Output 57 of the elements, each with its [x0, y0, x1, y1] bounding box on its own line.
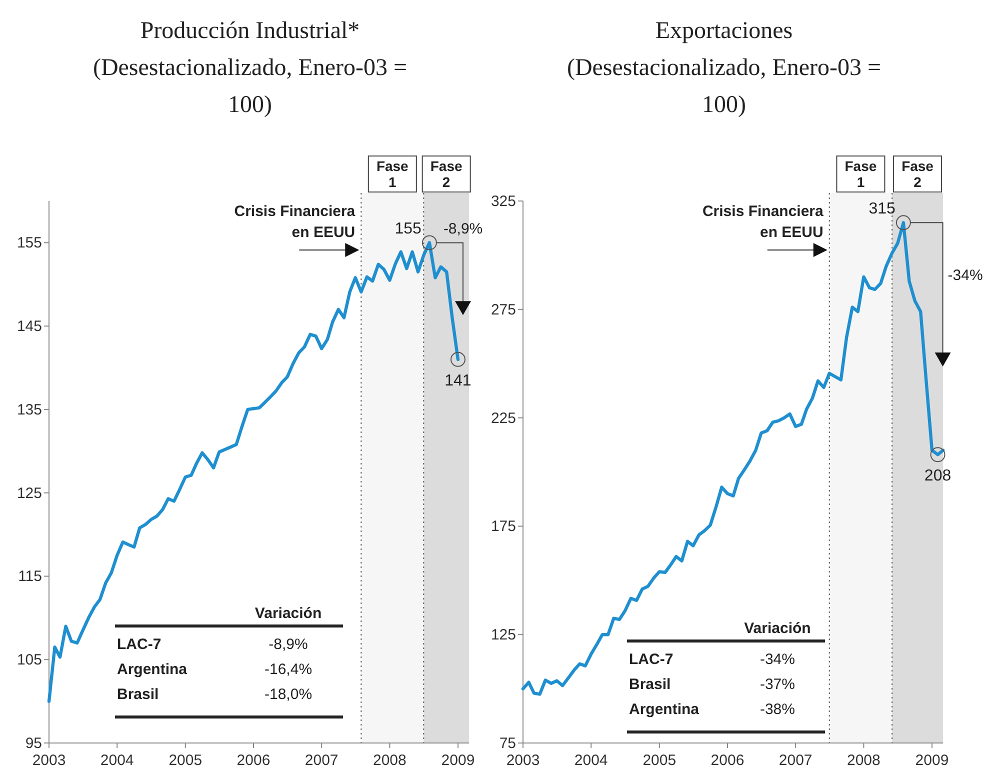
annotation: Variación	[254, 605, 322, 622]
x-tick-label: 2003	[506, 752, 540, 769]
annotation: -8,9%	[443, 220, 483, 238]
annotation: Argentina	[629, 701, 700, 718]
ref-line-label: Crisis Financiera en EEUU	[702, 203, 824, 241]
annotation: 141	[444, 372, 472, 390]
y-tick-label: 115	[18, 568, 42, 586]
y-tick-label: 95	[25, 735, 42, 752]
y-tick-label: 145	[16, 318, 42, 336]
y-tick-label: 175	[490, 518, 516, 536]
x-tick-label: 2008	[847, 752, 880, 769]
x-tick-label: 2006	[236, 752, 270, 769]
x-tick-label: 2006	[710, 752, 744, 769]
chart-subtitle: (Desestacionalizado, Enero-03 = 100)	[566, 55, 882, 118]
annotation: -18,0%	[264, 686, 312, 703]
chart-title: Exportaciones	[655, 18, 793, 44]
x-tick-label: 2005	[168, 752, 202, 769]
y-tick-label: 105	[16, 652, 42, 669]
x-tick-label: 2009	[915, 752, 949, 769]
annotation: 155	[394, 220, 422, 238]
y-tick-label: 155	[16, 234, 42, 252]
text: -34%	[948, 267, 983, 284]
band-label: Fase 1	[376, 158, 409, 190]
ref-line-label: Crisis Financiera en EEUU	[234, 203, 356, 241]
x-tick-label: 2003	[32, 752, 66, 769]
band-label: Fase 1	[844, 158, 877, 190]
annotation: LAC-7	[117, 636, 162, 653]
y-tick-label: 275	[490, 301, 516, 318]
annotation: -37%	[760, 676, 795, 693]
x-tick-label: 2004	[574, 752, 608, 769]
annotation: 208	[924, 468, 952, 485]
y-tick-label: 325	[490, 193, 516, 210]
x-tick-label: 2007	[304, 752, 338, 769]
annotation: LAC-7	[629, 651, 674, 668]
x-tick-label: 2008	[373, 752, 406, 769]
annotation: Variación	[744, 620, 811, 637]
x-tick-label: 2004	[100, 752, 134, 769]
chart-subtitle: (Desestacionalizado, Enero-03 = 100)	[92, 55, 408, 118]
y-tick-label: 225	[490, 410, 516, 427]
y-tick-label: 75	[499, 735, 516, 752]
annotation: 315	[868, 200, 896, 218]
x-tick-label: 2005	[642, 752, 676, 769]
annotation: Brasil	[629, 676, 671, 693]
annotation: -8,9%	[268, 636, 308, 653]
annotation: Brasil	[117, 686, 159, 703]
annotation: Argentina	[117, 661, 188, 678]
x-tick-label: 2009	[441, 752, 475, 769]
annotation: -38%	[760, 701, 795, 718]
y-tick-label: 135	[16, 401, 42, 418]
y-tick-label: 125	[16, 484, 42, 502]
chart-title: Producción Industrial*	[140, 18, 360, 44]
x-tick-label: 2007	[778, 752, 812, 769]
annotation: -34%	[760, 651, 795, 668]
band-label: Fase 2	[430, 158, 462, 190]
band-label: Fase 2	[902, 158, 934, 190]
y-tick-label: 125	[490, 626, 516, 644]
annotation: -16,4%	[264, 661, 312, 678]
